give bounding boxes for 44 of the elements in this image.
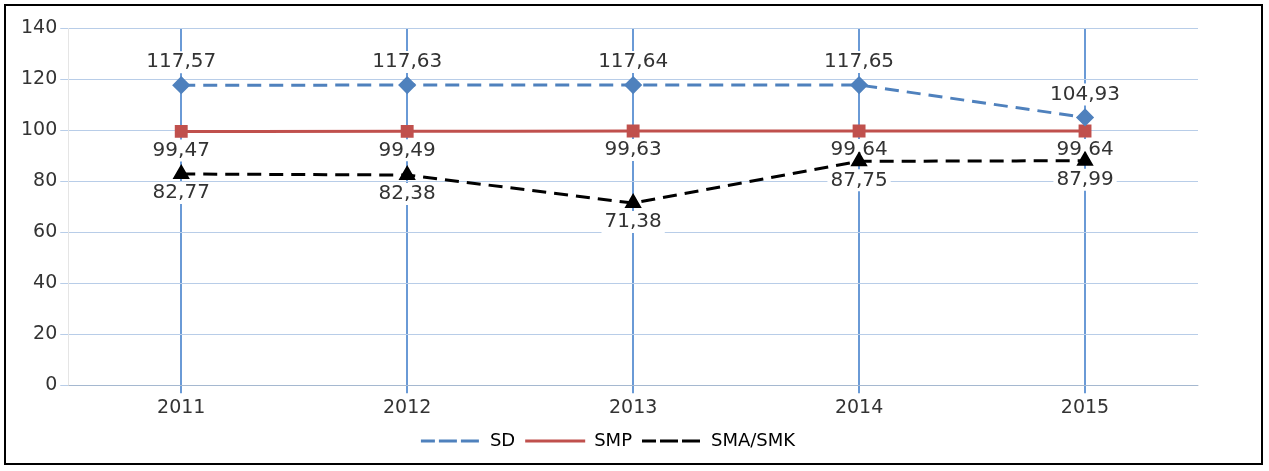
- y-tick-label: 140: [21, 14, 58, 37]
- x-tick-label: 2014: [834, 394, 884, 417]
- point: [399, 166, 415, 181]
- y-tick-label: 100: [21, 116, 58, 139]
- data-label: 117,65: [824, 48, 895, 73]
- y-tick-label: 80: [33, 168, 58, 191]
- legend-label: SMP: [594, 428, 633, 450]
- legend-label: SD: [489, 428, 516, 450]
- legend-label: SMA/SMK: [711, 428, 797, 450]
- x-tick-label: 2012: [383, 394, 432, 417]
- y-tick-label: 60: [33, 219, 58, 242]
- x-tick-label: 2013: [608, 394, 658, 417]
- data-label: 99,47: [152, 136, 210, 161]
- point: [1078, 124, 1092, 138]
- data-label: 82,38: [378, 180, 436, 205]
- data-label: 87,99: [1056, 165, 1114, 190]
- x-tick-label: 2015: [1060, 394, 1110, 417]
- point: [1076, 108, 1094, 126]
- data-label: 117,63: [372, 48, 443, 73]
- point: [172, 76, 190, 94]
- data-label: 99,64: [1056, 136, 1114, 161]
- data-label: 87,75: [830, 166, 888, 191]
- point: [626, 124, 640, 138]
- data-label: 99,63: [604, 136, 662, 161]
- point: [400, 124, 414, 138]
- y-tick-label: 40: [33, 270, 58, 293]
- point: [624, 76, 642, 94]
- x-tick-label: 2011: [157, 394, 206, 417]
- point: [174, 124, 188, 138]
- data-label: 99,64: [830, 136, 888, 161]
- y-tick-label: 120: [21, 65, 58, 88]
- data-label: 71,38: [604, 208, 662, 233]
- point: [173, 165, 189, 180]
- y-tick-label: 20: [33, 321, 58, 344]
- data-label: 117,64: [598, 48, 669, 73]
- data-label: 117,57: [146, 48, 217, 73]
- y-tick-label: 0: [45, 372, 58, 395]
- point: [850, 76, 868, 94]
- data-label: 104,93: [1050, 80, 1121, 105]
- point: [625, 194, 641, 209]
- data-label: 82,77: [152, 179, 210, 204]
- data-label: 99,49: [378, 136, 436, 161]
- point: [852, 124, 866, 138]
- point: [398, 76, 416, 94]
